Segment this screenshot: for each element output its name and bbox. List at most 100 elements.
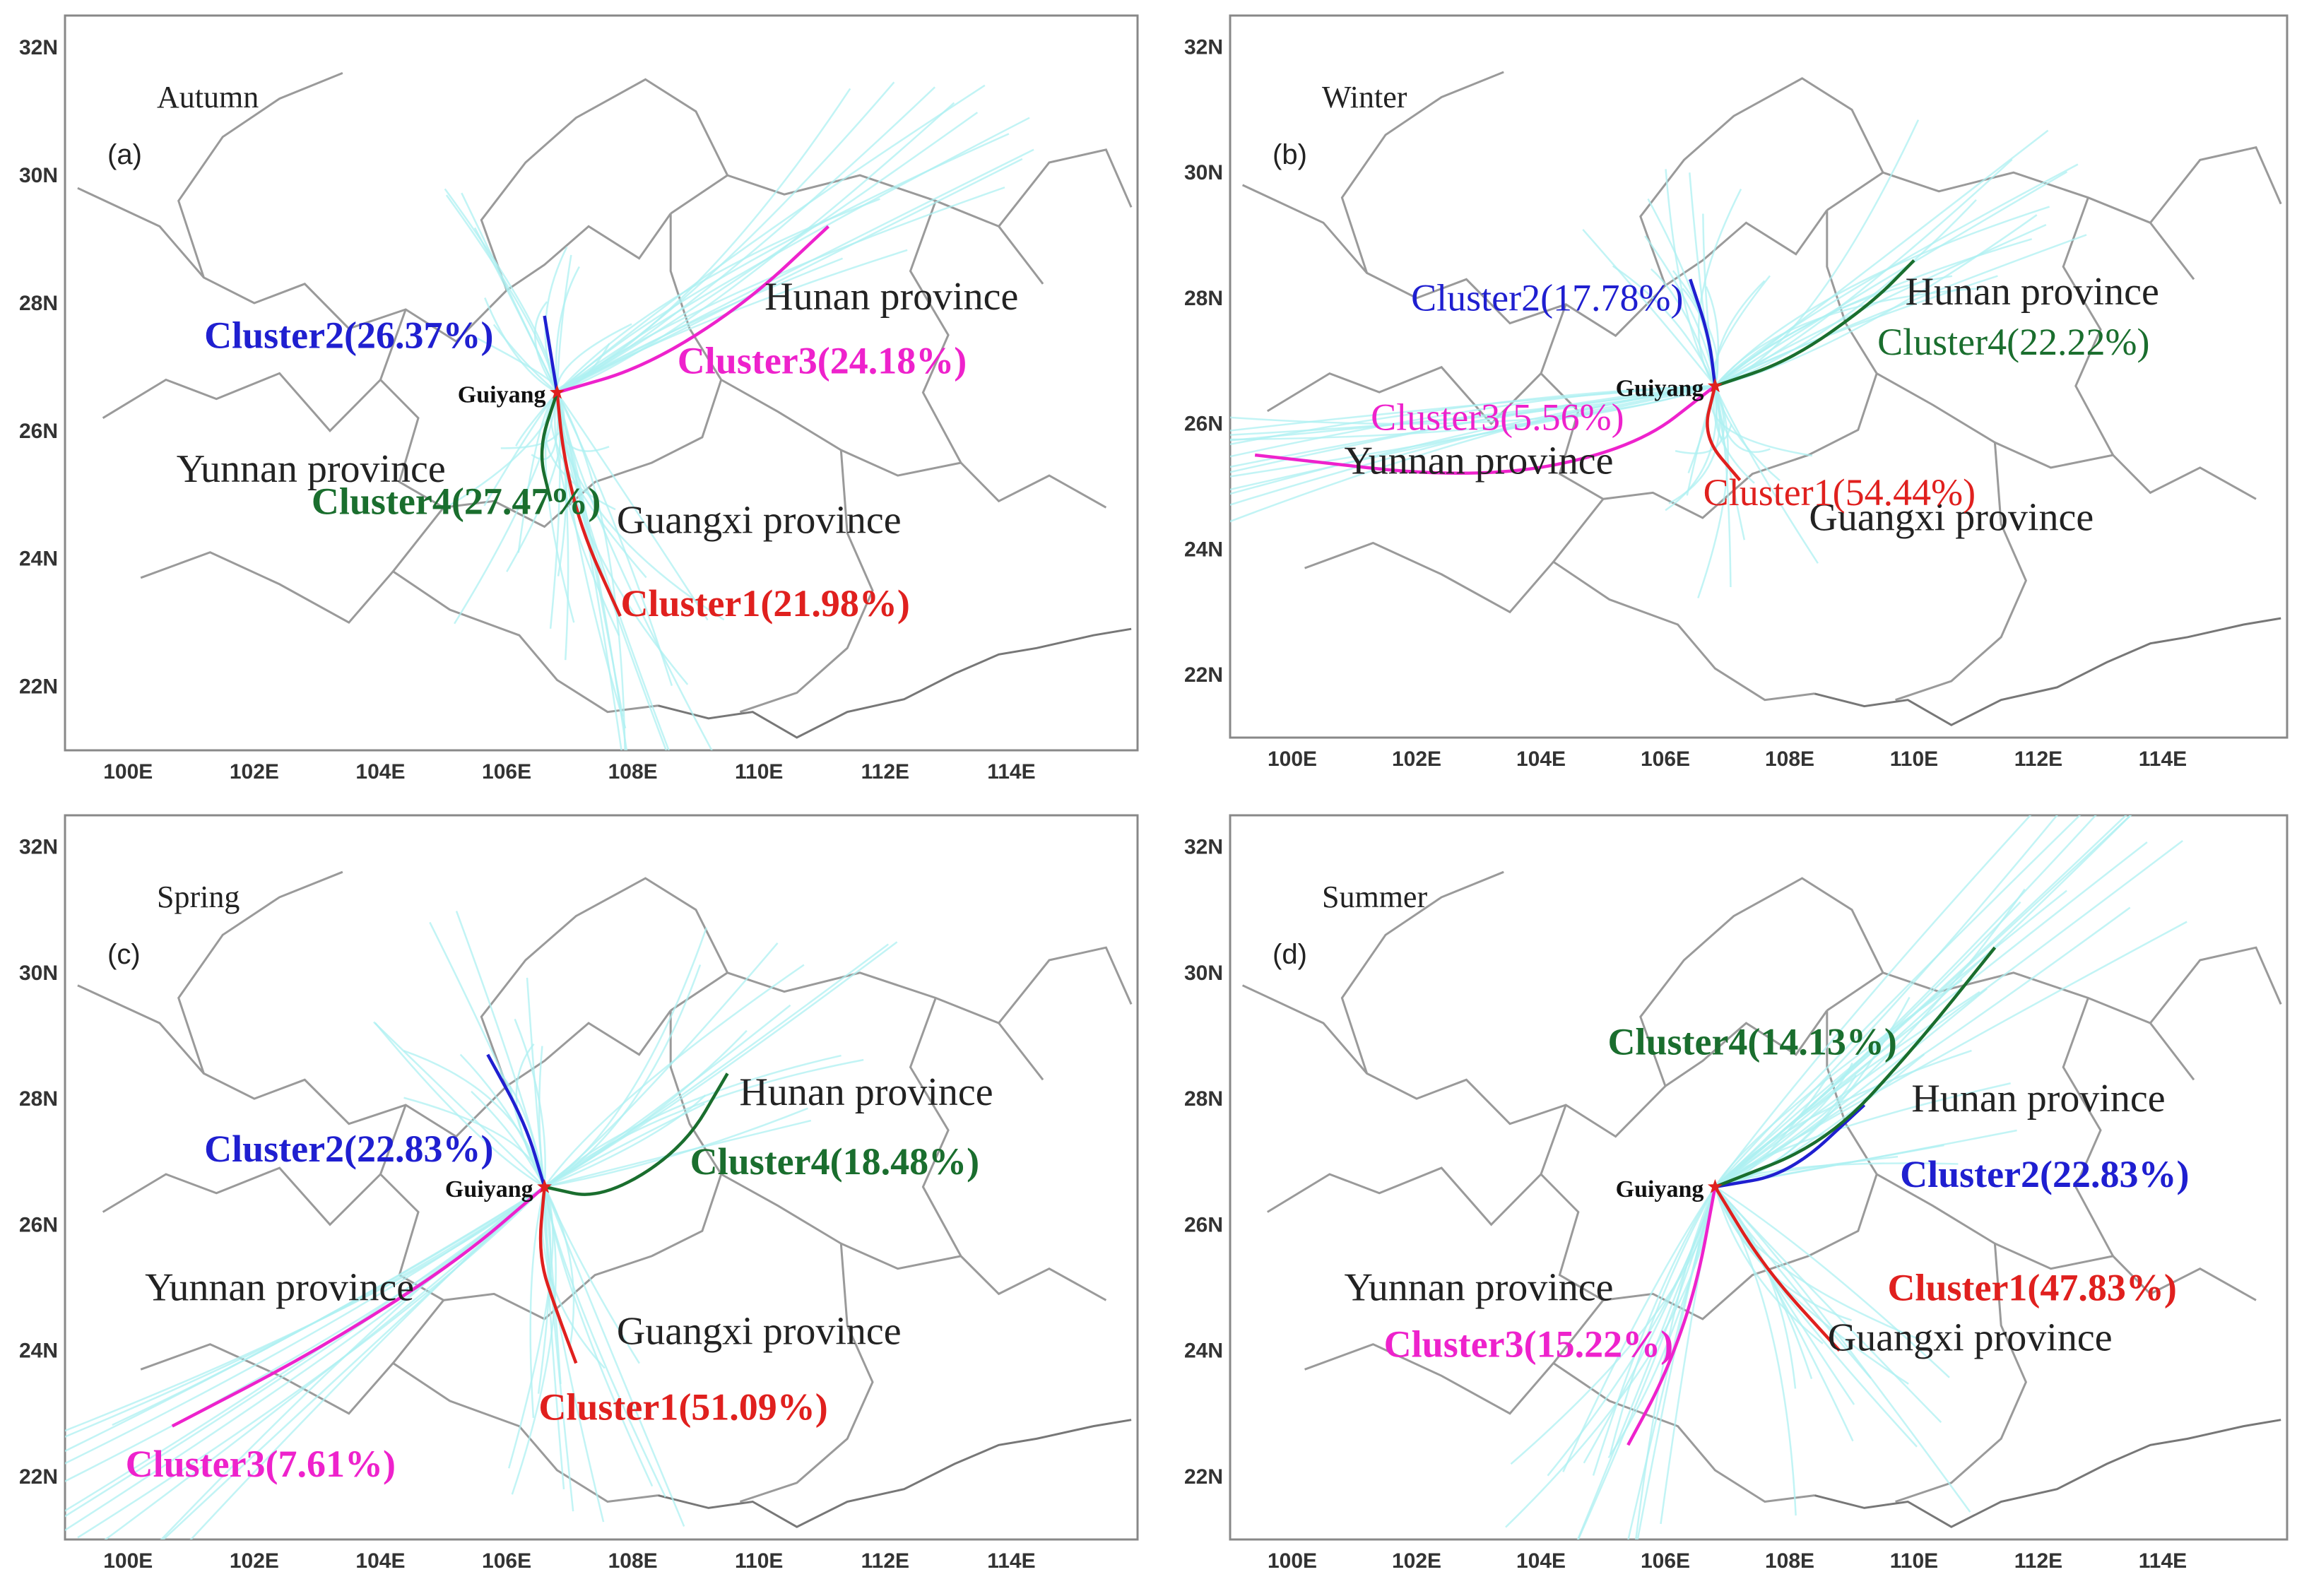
- x-tick-label: 108E: [608, 760, 658, 784]
- trajectory: [484, 297, 558, 394]
- y-tick-label: 32N: [1184, 35, 1223, 59]
- trajectory: [556, 112, 979, 394]
- trajectory: [65, 1186, 545, 1512]
- cluster-label-3: Cluster3(15.22%): [1384, 1323, 1673, 1366]
- cluster-label-4: Cluster4(14.13%): [1607, 1021, 1896, 1063]
- cluster-label-1: Cluster1(47.83%): [1887, 1266, 2176, 1308]
- trajectory: [1672, 270, 1719, 386]
- season-label: Spring: [157, 880, 240, 914]
- trajectory: [555, 266, 580, 393]
- trajectory: [556, 392, 628, 750]
- x-tick-label: 114E: [2139, 747, 2187, 771]
- province-boundary: [909, 200, 962, 463]
- province-boundary: [739, 449, 874, 714]
- province-boundary: [720, 1173, 1107, 1301]
- coastline: [1814, 1419, 2281, 1528]
- x-tick-label: 102E: [1392, 747, 1441, 771]
- city-marker-icon: [537, 1178, 553, 1193]
- province-label: Guangxi province: [1828, 1316, 2113, 1360]
- y-tick-label: 30N: [1184, 161, 1223, 184]
- trajectory: [1230, 385, 1716, 523]
- map-layer: [1230, 71, 2282, 726]
- x-tick-label: 102E: [230, 760, 279, 784]
- x-tick-label: 104E: [1516, 1549, 1566, 1573]
- trajectory: [1230, 385, 1716, 491]
- trajectory: [543, 1186, 654, 1487]
- trajectory: [1714, 386, 1732, 440]
- map-svg-d: Guiyang 100E 102E 104E 106E 108E 110E 112E 114E 2…: [1184, 814, 2289, 1573]
- province-label: Yunnan province: [177, 447, 446, 491]
- trajectory: [1714, 1186, 1950, 1378]
- trajectory: [374, 1022, 545, 1188]
- cluster-label-1: Cluster1(21.98%): [620, 582, 909, 625]
- x-tick-label: 110E: [735, 760, 783, 784]
- trajectory: [1636, 1186, 1716, 1539]
- trajectory: [1714, 275, 1998, 387]
- province-label: Yunnan province: [1344, 1265, 1613, 1309]
- y-tick-label: 22N: [19, 675, 58, 699]
- trajectory: [556, 88, 851, 394]
- province-boundary: [739, 1243, 874, 1503]
- trajectory: [1668, 386, 1721, 504]
- province-boundary: [1876, 372, 2257, 500]
- x-tick-label: 102E: [230, 1549, 279, 1573]
- province-boundary: [140, 551, 394, 625]
- y-tick-label: 24N: [19, 1340, 58, 1363]
- trajectory: [543, 1054, 842, 1188]
- province-boundary: [1304, 1343, 1554, 1415]
- panel-b: Guiyang 100E 102E 104E 106E 108E 110E 112E 114E 2…: [1148, 0, 2297, 798]
- trajectory: [1714, 815, 2058, 1188]
- trajectory: [556, 391, 709, 621]
- x-tick-label: 112E: [2014, 1549, 2062, 1573]
- season-label: Summer: [1322, 880, 1427, 914]
- coastline: [658, 627, 1132, 739]
- province-boundary: [1340, 870, 1504, 1074]
- province-boundary: [379, 1010, 723, 1320]
- x-tick-label: 110E: [735, 1549, 783, 1573]
- trajectory: [1714, 385, 1819, 564]
- province-boundary: [1876, 1173, 2257, 1301]
- trajectory: [1714, 840, 2183, 1188]
- cluster-label-2: Cluster2(22.83%): [1900, 1153, 2189, 1195]
- province-boundary: [102, 372, 382, 432]
- map-layer: [1241, 815, 2282, 1539]
- y-tick-label: 32N: [19, 36, 58, 59]
- trajectory: [1714, 171, 2068, 387]
- province-label: Guangxi province: [617, 1310, 902, 1354]
- province-boundary: [1552, 1299, 1815, 1503]
- city-label: Guiyang: [445, 1176, 533, 1202]
- trajectory: [543, 1186, 565, 1490]
- y-tick-label: 28N: [1184, 1087, 1223, 1111]
- province-label: Hunan province: [1911, 1077, 2165, 1121]
- coastline: [1814, 617, 2281, 726]
- y-tick-label: 28N: [19, 292, 58, 315]
- x-tick-label: 100E: [1268, 1549, 1317, 1573]
- trajectory: [557, 102, 955, 394]
- city-marker-icon: [1707, 1178, 1723, 1193]
- map-svg-a: Guiyang 100E 102E 104E 106E 108E 110E 112E 114E 2…: [19, 14, 1139, 784]
- trajectory: [555, 392, 610, 452]
- trajectory: [544, 1103, 705, 1188]
- trajectory: [445, 194, 558, 393]
- y-tick-label: 26N: [19, 420, 58, 443]
- province-boundary: [177, 72, 343, 278]
- trajectory: [1714, 1186, 1922, 1341]
- cluster-label-4: Cluster4(27.47%): [312, 480, 601, 522]
- province-boundary: [998, 148, 1133, 227]
- province-boundary: [2062, 997, 2114, 1257]
- x-tick-label: 106E: [1641, 747, 1690, 771]
- province-boundary: [909, 997, 962, 1257]
- x-tick-label: 100E: [1268, 747, 1317, 771]
- city-label: Guiyang: [1616, 375, 1704, 401]
- province-label: Guangxi province: [1809, 496, 2094, 540]
- y-tick-label: 30N: [19, 962, 58, 985]
- cluster-trajectory-3: [171, 1186, 546, 1428]
- x-tick-label: 106E: [482, 1549, 531, 1573]
- cluster-trajectory-4: [544, 1072, 729, 1196]
- province-boundary: [2149, 146, 2282, 224]
- trajectory: [543, 964, 805, 1188]
- trajectory: [1665, 169, 1716, 386]
- x-tick-label: 108E: [1765, 747, 1814, 771]
- trajectory: [112, 1186, 545, 1426]
- panel-a: Guiyang 100E 102E 104E 106E 108E 110E 112E 114E 2…: [0, 0, 1148, 798]
